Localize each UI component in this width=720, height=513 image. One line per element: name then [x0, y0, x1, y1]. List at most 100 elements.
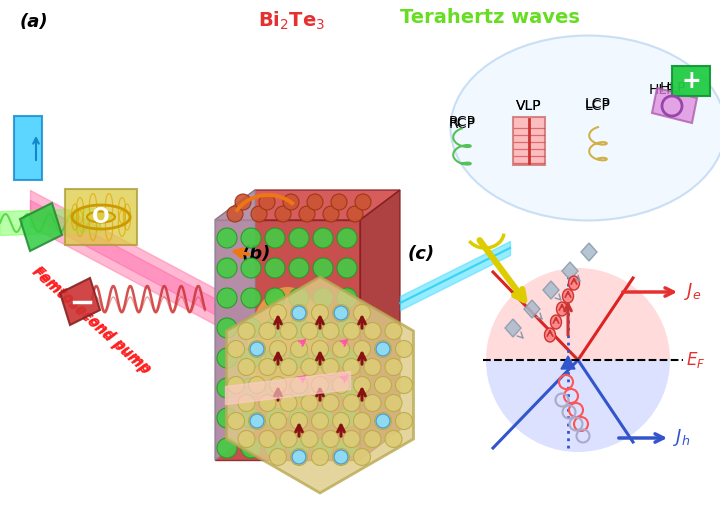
Circle shape: [322, 430, 339, 447]
Circle shape: [290, 448, 307, 465]
Circle shape: [343, 323, 360, 340]
Circle shape: [241, 408, 261, 428]
Circle shape: [334, 450, 348, 464]
Circle shape: [307, 194, 323, 210]
Circle shape: [312, 448, 328, 465]
Circle shape: [250, 414, 264, 428]
Circle shape: [235, 194, 251, 210]
Circle shape: [337, 378, 357, 398]
Circle shape: [217, 258, 237, 278]
Circle shape: [301, 430, 318, 447]
Circle shape: [354, 448, 371, 465]
Circle shape: [292, 306, 306, 320]
Circle shape: [364, 430, 381, 447]
Circle shape: [313, 258, 333, 278]
Bar: [672, 66, 710, 96]
Circle shape: [322, 394, 339, 411]
Polygon shape: [505, 319, 521, 337]
Ellipse shape: [87, 211, 115, 223]
Circle shape: [292, 450, 306, 464]
Text: RCP: RCP: [449, 117, 475, 131]
Circle shape: [354, 377, 371, 393]
Circle shape: [280, 394, 297, 411]
Circle shape: [289, 318, 309, 338]
Circle shape: [374, 377, 392, 393]
Polygon shape: [215, 220, 360, 460]
Circle shape: [259, 323, 276, 340]
Polygon shape: [581, 243, 597, 261]
Circle shape: [374, 341, 392, 358]
Circle shape: [385, 430, 402, 447]
Circle shape: [238, 430, 255, 447]
Circle shape: [265, 408, 285, 428]
Circle shape: [313, 318, 333, 338]
Circle shape: [333, 448, 349, 465]
Circle shape: [241, 438, 261, 458]
Polygon shape: [524, 300, 540, 318]
Circle shape: [283, 194, 299, 210]
Text: +: +: [681, 69, 701, 93]
Polygon shape: [60, 278, 100, 325]
Circle shape: [251, 206, 267, 222]
Circle shape: [265, 438, 285, 458]
Ellipse shape: [248, 287, 328, 417]
Circle shape: [280, 323, 297, 340]
Polygon shape: [20, 203, 62, 251]
Circle shape: [259, 194, 275, 210]
Ellipse shape: [569, 276, 580, 290]
Text: (b): (b): [242, 245, 271, 263]
Circle shape: [265, 228, 285, 248]
Circle shape: [334, 306, 348, 320]
Ellipse shape: [451, 35, 720, 221]
Circle shape: [354, 412, 371, 429]
Circle shape: [217, 378, 237, 398]
Circle shape: [259, 430, 276, 447]
Circle shape: [343, 359, 360, 376]
Circle shape: [289, 288, 309, 308]
Ellipse shape: [544, 328, 556, 342]
Circle shape: [364, 394, 381, 411]
Text: Terahertz waves: Terahertz waves: [400, 8, 580, 27]
Circle shape: [217, 288, 237, 308]
Polygon shape: [652, 88, 697, 123]
Circle shape: [312, 377, 328, 393]
Circle shape: [322, 359, 339, 376]
Circle shape: [312, 305, 328, 322]
Polygon shape: [543, 281, 559, 299]
Circle shape: [301, 359, 318, 376]
Ellipse shape: [557, 302, 567, 316]
Circle shape: [265, 378, 285, 398]
Circle shape: [265, 348, 285, 368]
Circle shape: [280, 430, 297, 447]
Circle shape: [238, 359, 255, 376]
Text: HLP: HLP: [649, 83, 675, 97]
Circle shape: [333, 305, 349, 322]
Circle shape: [248, 377, 266, 393]
Circle shape: [275, 206, 291, 222]
Circle shape: [290, 377, 307, 393]
Circle shape: [343, 394, 360, 411]
Circle shape: [312, 341, 328, 358]
Circle shape: [241, 288, 261, 308]
Circle shape: [227, 206, 243, 222]
Circle shape: [355, 194, 371, 210]
Text: RCP: RCP: [449, 115, 475, 129]
Text: (a): (a): [20, 13, 49, 31]
Polygon shape: [227, 277, 413, 493]
Circle shape: [354, 305, 371, 322]
Circle shape: [337, 438, 357, 458]
Circle shape: [343, 430, 360, 447]
Circle shape: [241, 228, 261, 248]
Text: HLP: HLP: [660, 81, 686, 95]
Circle shape: [337, 318, 357, 338]
Circle shape: [395, 341, 413, 358]
Circle shape: [337, 258, 357, 278]
Circle shape: [289, 228, 309, 248]
Circle shape: [376, 342, 390, 356]
Text: Femtosecond pump: Femtosecond pump: [31, 264, 153, 376]
Wedge shape: [486, 268, 670, 360]
Circle shape: [269, 341, 287, 358]
Circle shape: [269, 377, 287, 393]
Text: $E_F$: $E_F$: [686, 350, 706, 370]
Circle shape: [313, 288, 333, 308]
